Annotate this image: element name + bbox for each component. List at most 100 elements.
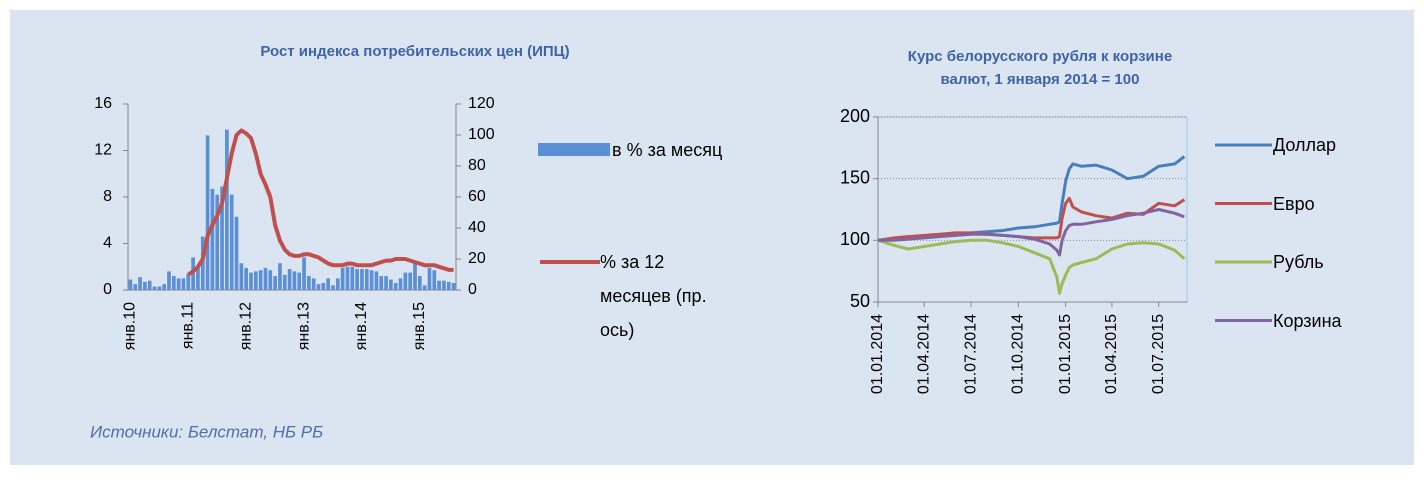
bar [181,278,186,290]
legend-label: Рубль [1273,252,1324,272]
legend-label: Доллар [1273,135,1337,155]
bar [273,276,277,290]
bar [311,278,316,290]
y-tick-label: 200 [840,106,870,126]
line [878,208,1185,257]
y-tick-label: 8 [103,188,112,205]
bar [364,269,369,290]
bar [442,280,446,290]
y2-tick-label: 120 [468,95,495,112]
bar [345,266,350,290]
y2-tick-label: 80 [468,157,486,174]
bar [215,194,220,290]
chart-title: Курс белорусского рубля к корзине валют, … [908,48,1172,88]
chart-title: Рост индекса потребительских цен (ИПЦ) [260,43,569,60]
x-tick-label: янв.12 [237,302,254,350]
bar [335,278,340,290]
bar [427,267,432,290]
bar [393,283,398,290]
bar [331,285,335,290]
bar [133,284,138,290]
bar [278,263,282,290]
bar [167,271,171,290]
bar [287,269,292,290]
bar [437,280,441,290]
x-tick-label: 01.04.2014 [915,314,932,394]
bar [403,272,408,290]
bar [152,286,157,290]
bar [451,283,456,290]
source: Источники: Белстат, НБ РБ [90,422,323,441]
y-tick-label: 50 [850,291,870,311]
bar [389,279,393,290]
bar [326,278,331,290]
bar [205,135,210,290]
bar [408,272,413,290]
bar [225,129,229,290]
bar [229,194,234,290]
bar [413,263,417,290]
y2-tick-label: 60 [468,188,486,205]
legend-label: Корзина [1273,310,1342,331]
y-tick-label: 4 [103,235,112,252]
y2-tick-label: 100 [468,126,495,143]
bar [147,280,152,290]
bar [417,276,422,290]
bar [234,216,239,290]
bar [128,279,133,290]
x-tick-label: янв.14 [353,302,370,350]
bar [220,186,224,290]
bar [268,270,273,290]
bar [210,188,215,290]
bar [249,272,253,290]
legend-label: в % за месяц [612,140,723,160]
y-tick-label: 12 [94,142,112,159]
x-tick-label: 01.07.2015 [1150,314,1167,394]
x-tick-label: 01.07.2014 [962,314,979,394]
bar [350,266,355,290]
x-tick-label: 01.10.2014 [1010,314,1027,394]
bar [239,263,244,290]
bar [297,272,302,290]
bar [186,273,191,290]
legend-label: % за 12 месяцев (пр. ось) [600,252,707,340]
bar [422,285,427,290]
x-tick-label: янв.10 [122,302,139,350]
bar [374,271,379,290]
y2-tick-label: 20 [468,250,486,267]
bar [432,270,437,290]
x-tick-label: янв.15 [411,302,428,350]
bar [340,267,345,290]
bar [316,284,321,290]
bar [307,276,311,290]
x-tick-label: 01.01.2014 [869,314,886,394]
bar [200,236,205,290]
line [877,238,1186,295]
bar [369,270,374,290]
bar [398,278,403,290]
line [877,196,1186,242]
bar [321,283,326,290]
panel [10,10,1414,465]
x-tick-label: янв.11 [180,302,197,349]
legend-swatch [538,143,610,156]
bar [384,276,388,290]
y-tick-label: 0 [103,281,112,298]
bar [282,274,287,290]
x-tick-label: 01.04.2015 [1103,314,1120,394]
bar [162,284,167,290]
legend-label: Евро [1273,193,1315,214]
bar [157,286,162,290]
x-tick-label: янв.13 [295,302,312,350]
bar [171,276,176,290]
bar [196,266,200,290]
line [187,128,454,277]
x-tick-label: 01.01.2015 [1057,314,1074,394]
y-tick-label: 150 [840,167,870,187]
y2-tick-label: 0 [468,281,477,298]
bar [138,277,142,290]
y-tick-label: 16 [94,95,112,112]
y2-tick-label: 40 [468,219,486,236]
